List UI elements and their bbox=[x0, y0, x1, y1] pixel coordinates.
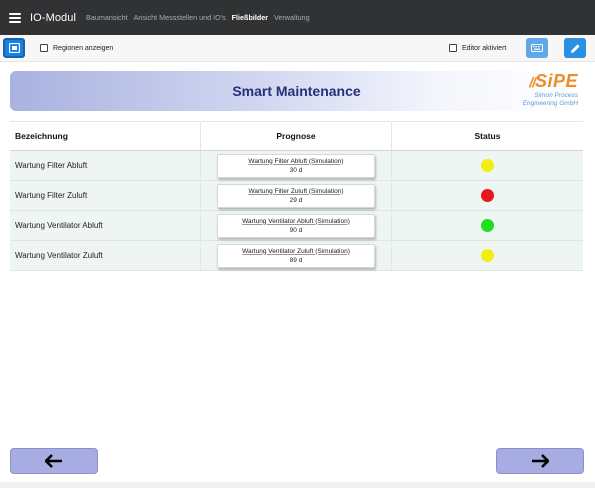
prognosis-label: Wartung Ventilator Abluft (Simulation) bbox=[242, 217, 350, 225]
status-indicator-red bbox=[481, 189, 494, 202]
editor-checkbox-box[interactable] bbox=[449, 44, 457, 52]
prognosis-value: 89 d bbox=[289, 256, 303, 264]
back-button[interactable] bbox=[10, 448, 98, 474]
sipe-logo: //SiPE Simon Process Engineering GmbH bbox=[522, 71, 578, 107]
prognosis-widget[interactable]: Wartung Filter Zuluft (Simulation) 29 d bbox=[217, 183, 375, 208]
table-row: Wartung Ventilator Zuluft Wartung Ventil… bbox=[10, 241, 583, 271]
keyboard-icon bbox=[531, 44, 543, 52]
table-header-row: Bezeichnung Prognose Status bbox=[10, 121, 583, 151]
regions-label: Regionen anzeigen bbox=[53, 44, 114, 52]
row-name: Wartung Ventilator Zuluft bbox=[10, 241, 201, 270]
app-title: IO-Modul bbox=[30, 11, 77, 24]
nav-ansicht-messstellen[interactable]: Ansicht Messstellen und IO's bbox=[133, 13, 226, 22]
editor-checkbox[interactable]: Editor aktiviert bbox=[449, 44, 506, 52]
regions-checkbox[interactable]: Regionen anzeigen bbox=[40, 44, 113, 52]
prognosis-value: 30 d bbox=[289, 166, 303, 174]
status-indicator-yellow bbox=[481, 159, 494, 172]
row-name: Wartung Filter Abluft bbox=[10, 151, 201, 180]
prognosis-label: Wartung Filter Abluft (Simulation) bbox=[248, 157, 344, 165]
pencil-icon bbox=[570, 43, 580, 53]
header-banner: Smart Maintenance //SiPE Simon Process E… bbox=[10, 71, 583, 111]
prognosis-widget[interactable]: Wartung Ventilator Zuluft (Simulation) 8… bbox=[217, 243, 375, 268]
row-name: Wartung Ventilator Abluft bbox=[10, 211, 201, 240]
page-title: Smart Maintenance bbox=[232, 83, 361, 99]
status-indicator-green bbox=[481, 219, 494, 232]
row-name: Wartung Filter Zuluft bbox=[10, 181, 201, 210]
nav-verwaltung[interactable]: Verwaltung bbox=[274, 13, 310, 22]
edit-button[interactable] bbox=[564, 38, 586, 58]
arrow-right-icon bbox=[532, 454, 549, 468]
top-navbar: IO-Modul Baumansicht Ansicht Messstellen… bbox=[0, 0, 595, 35]
home-button[interactable] bbox=[3, 38, 25, 58]
prognosis-value: 29 d bbox=[289, 196, 303, 204]
arrow-left-icon bbox=[45, 454, 62, 468]
hamburger-menu-icon[interactable] bbox=[9, 12, 21, 23]
nav-fliessbilder[interactable]: Fließbilder bbox=[231, 13, 269, 22]
keyboard-button[interactable] bbox=[526, 38, 548, 58]
prognosis-value: 90 d bbox=[289, 226, 303, 234]
header-bezeichnung: Bezeichnung bbox=[10, 122, 201, 150]
table-row: Wartung Filter Zuluft Wartung Filter Zul… bbox=[10, 181, 583, 211]
nav-baumansicht[interactable]: Baumansicht bbox=[86, 13, 128, 22]
status-indicator-yellow bbox=[481, 249, 494, 262]
prognosis-widget[interactable]: Wartung Ventilator Abluft (Simulation) 9… bbox=[217, 213, 375, 238]
forward-button[interactable] bbox=[496, 448, 584, 474]
regions-checkbox-box[interactable] bbox=[40, 44, 48, 52]
table-row: Wartung Filter Abluft Wartung Filter Abl… bbox=[10, 151, 583, 181]
maintenance-table: Bezeichnung Prognose Status Wartung Filt… bbox=[10, 121, 583, 271]
prognosis-label: Wartung Filter Zuluft (Simulation) bbox=[248, 187, 344, 195]
header-prognose: Prognose bbox=[201, 122, 392, 150]
prognosis-label: Wartung Ventilator Zuluft (Simulation) bbox=[242, 247, 350, 255]
main-nav: Baumansicht Ansicht Messstellen und IO's… bbox=[86, 13, 316, 22]
prognosis-widget[interactable]: Wartung Filter Abluft (Simulation) 30 d bbox=[217, 153, 375, 178]
header-status: Status bbox=[474, 131, 501, 141]
bottom-strip bbox=[0, 482, 595, 488]
table-row: Wartung Ventilator Abluft Wartung Ventil… bbox=[10, 211, 583, 241]
editor-label: Editor aktiviert bbox=[462, 44, 507, 52]
home-icon bbox=[8, 43, 20, 53]
toolbar: Regionen anzeigen Editor aktiviert bbox=[0, 35, 595, 62]
